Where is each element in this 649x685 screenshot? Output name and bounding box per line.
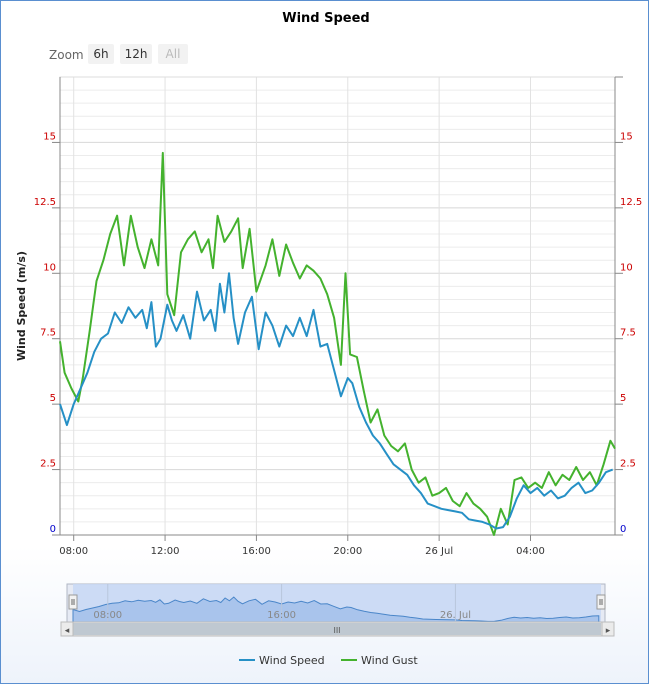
navigator[interactable]: 08:00 16:00 26. Jul: [66, 583, 606, 623]
y-tick-label-left: 5: [50, 393, 56, 404]
y-tick-label-left: 10: [43, 262, 56, 273]
navigator-right-handle[interactable]: [596, 594, 606, 610]
y-ticks-left: 0 2.5 5 7.5 10 12.5 15: [34, 131, 60, 536]
y-axis-title: Wind Speed (m/s): [15, 251, 28, 361]
scrollbar-right-button[interactable]: [601, 621, 615, 637]
y-gridlines: [60, 76, 615, 523]
x-tick-label: 12:00: [151, 546, 180, 557]
navigator-labels: 08:00 16:00 26. Jul: [93, 584, 471, 622]
navigator-label: 08:00: [93, 610, 122, 621]
y-tick-label-right: 12.5: [620, 197, 642, 208]
chart-title: Wind Speed: [282, 11, 370, 26]
zoom-12h-label: 12h: [125, 47, 148, 61]
scrollbar-thumb[interactable]: [73, 623, 601, 635]
y-tick-label-left: 12.5: [34, 197, 56, 208]
scrollbar-grip: III: [333, 626, 340, 635]
y-tick-label-right: 5: [620, 393, 626, 404]
x-tick-label: 20:00: [333, 546, 362, 557]
wind-gust-line: [59, 151, 616, 536]
x-tick-label: 26 Jul: [425, 546, 453, 557]
legend-label-wind-speed: Wind Speed: [259, 654, 325, 667]
x-tick-label: 08:00: [59, 546, 88, 557]
y-tick-label-right: 0: [620, 524, 626, 535]
legend-item-wind-gust[interactable]: Wind Gust: [341, 654, 418, 667]
y-tick-label-left: 15: [43, 131, 56, 142]
zoom-all-label: All: [166, 47, 181, 61]
x-ticks: 08:00 12:00 16:00 20:00 26 Jul 04:00: [59, 535, 545, 557]
y-ticks-right: 0 2.5 5 7.5 10 12.5 15: [615, 131, 642, 536]
navigator-left-handle[interactable]: [68, 594, 78, 610]
y-tick-label-left: 0: [50, 524, 56, 535]
legend-item-wind-speed[interactable]: Wind Speed: [239, 654, 325, 667]
scrollbar-left-button[interactable]: [60, 621, 74, 637]
y-tick-label-right: 7.5: [620, 328, 636, 339]
zoom-12h-button[interactable]: 12h: [120, 44, 152, 64]
x-gridlines: [73, 77, 531, 535]
navigator-series-area: [72, 596, 600, 623]
y-tick-label-right: 15: [620, 131, 633, 142]
legend-label-wind-gust: Wind Gust: [361, 654, 418, 667]
zoom-all-button[interactable]: All: [158, 44, 188, 64]
plot-border: [59, 76, 616, 536]
y-tick-label-left: 7.5: [40, 328, 56, 339]
series-lines: [59, 151, 616, 536]
zoom-label: Zoom: [49, 48, 84, 62]
legend: Wind Speed Wind Gust: [239, 654, 418, 667]
y-tick-label-right: 10: [620, 262, 633, 273]
navigator-label: 16:00: [267, 610, 296, 621]
y-tick-label-left: 2.5: [40, 459, 56, 470]
x-tick-label: 16:00: [242, 546, 271, 557]
scrollbar[interactable]: III ◂ ▸: [60, 621, 615, 637]
scroll-right-icon: ▸: [606, 626, 611, 636]
x-tick-label: 04:00: [516, 546, 545, 557]
zoom-controls: Zoom 6h 12h All: [49, 44, 188, 64]
y-tick-label-right: 2.5: [620, 459, 636, 470]
zoom-6h-button[interactable]: 6h: [88, 44, 114, 64]
zoom-6h-label: 6h: [93, 47, 108, 61]
scroll-left-icon: ◂: [65, 626, 70, 636]
wind-speed-line: [59, 272, 614, 530]
navigator-label: 26. Jul: [440, 610, 471, 621]
